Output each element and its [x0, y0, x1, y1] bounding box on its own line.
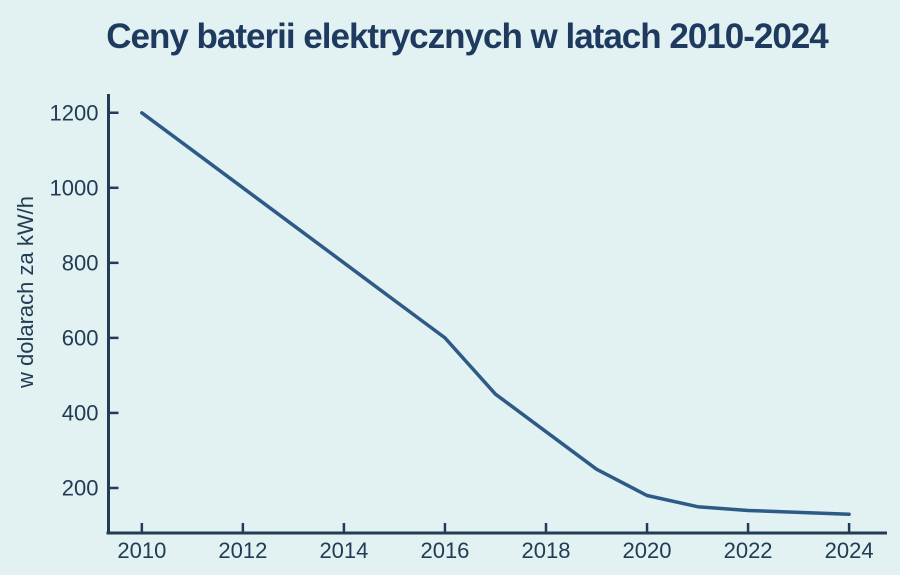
y-tick-label: 800: [62, 250, 99, 275]
y-tick-label: 400: [62, 400, 99, 425]
x-tick-label: 2024: [825, 538, 874, 563]
price-line-series: [140, 111, 851, 516]
axes: [106, 94, 887, 535]
y-axis-ticks: 200 400 600 800 1000 1200: [50, 100, 119, 500]
x-tick-label: 2022: [724, 538, 773, 563]
y-tick-label: 1000: [50, 175, 99, 200]
y-tick-label: 600: [62, 325, 99, 350]
x-tick-label: 2014: [319, 538, 368, 563]
x-tick-label: 2016: [420, 538, 469, 563]
x-tick-label: 2020: [623, 538, 672, 563]
chart-title: Ceny baterii elektrycznych w latach 2010…: [106, 17, 829, 56]
x-tick-label: 2018: [522, 538, 571, 563]
y-tick-label: 1200: [50, 100, 99, 125]
x-tick-label: 2012: [218, 538, 267, 563]
y-tick-label: 200: [62, 475, 99, 500]
x-tick-label: 2010: [117, 538, 166, 563]
x-axis-ticks: 2010 2012 2014 2016 2018 2020 2022 2024: [117, 523, 874, 563]
y-axis-label: w dolarach za kW/h: [13, 196, 38, 389]
